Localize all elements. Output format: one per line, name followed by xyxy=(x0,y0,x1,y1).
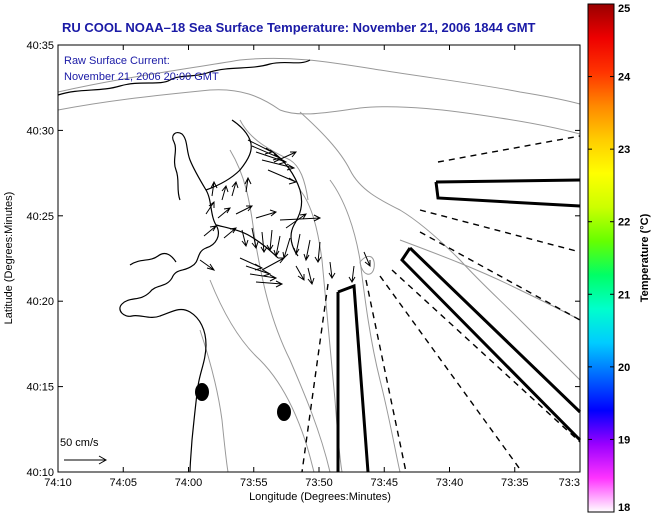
colorbar-tick-label: 18 xyxy=(618,502,630,514)
y-axis-ticks: 40:10 40:15 40:20 40:25 40:30 40:35 xyxy=(26,40,580,479)
plot-background xyxy=(58,45,580,472)
y-tick-label: 40:35 xyxy=(26,40,54,52)
colorbar-tick-label: 25 xyxy=(618,3,630,15)
colorbar-tick-label: 22 xyxy=(618,217,630,229)
bathymetry-contours xyxy=(57,57,581,473)
y-tick-label: 40:20 xyxy=(26,296,54,308)
buoy-marker xyxy=(277,403,291,421)
colorbar-tick-label: 20 xyxy=(618,362,630,374)
colorbar-tick-label: 24 xyxy=(618,72,631,84)
vector-scale-label: 50 cm/s xyxy=(60,437,99,449)
current-note-line2: November 21, 2006 20:00 GMT xyxy=(64,71,219,83)
y-axis-label: Latitude (Degrees:Minutes) xyxy=(3,192,15,325)
colorbar-label: Temperature (°C) xyxy=(639,213,651,302)
y-tick-label: 40:10 xyxy=(26,467,54,479)
surface-current-vectors xyxy=(199,139,371,288)
x-tick-label: 73:3 xyxy=(559,477,580,489)
x-tick-label: 73:55 xyxy=(240,477,268,489)
y-tick-label: 40:30 xyxy=(26,125,54,137)
figure-title: RU COOL NOAA–18 Sea Surface Temperature:… xyxy=(62,20,536,35)
x-tick-label: 74:10 xyxy=(44,477,72,489)
colorbar-tick-label: 19 xyxy=(618,434,630,446)
current-note-line1: Raw Surface Current: xyxy=(64,55,170,67)
colorbar-ticks: 18 19 20 21 22 23 24 25 xyxy=(588,3,631,514)
colorbar-fill xyxy=(587,3,615,513)
x-tick-label: 73:40 xyxy=(436,477,464,489)
colorbar-tick-label: 21 xyxy=(618,289,630,301)
y-tick-label: 40:25 xyxy=(26,211,54,223)
y-tick-label: 40:15 xyxy=(26,382,54,394)
temperature-colorbar: 18 19 20 21 22 23 24 25 Temperature (°C) xyxy=(587,3,651,514)
lane-boundaries xyxy=(336,178,582,473)
vector-scale-arrow xyxy=(64,455,108,465)
shipping-lane-lines xyxy=(301,135,581,473)
x-tick-label: 73:50 xyxy=(305,477,333,489)
x-tick-label: 73:35 xyxy=(501,477,529,489)
x-axis-label: Longitude (Degrees:Minutes) xyxy=(249,491,391,503)
coastline xyxy=(57,59,311,473)
x-tick-label: 74:00 xyxy=(175,477,203,489)
colorbar-tick-label: 23 xyxy=(618,144,630,156)
x-axis-ticks: 74:10 74:05 74:00 73:55 73:50 73:45 73:40 73:35… xyxy=(44,45,581,489)
buoy-marker xyxy=(195,383,209,401)
x-tick-label: 74:05 xyxy=(109,477,137,489)
x-tick-label: 73:45 xyxy=(370,477,398,489)
map-plot-area: Raw Surface Current: November 21, 2006 2… xyxy=(57,44,582,473)
